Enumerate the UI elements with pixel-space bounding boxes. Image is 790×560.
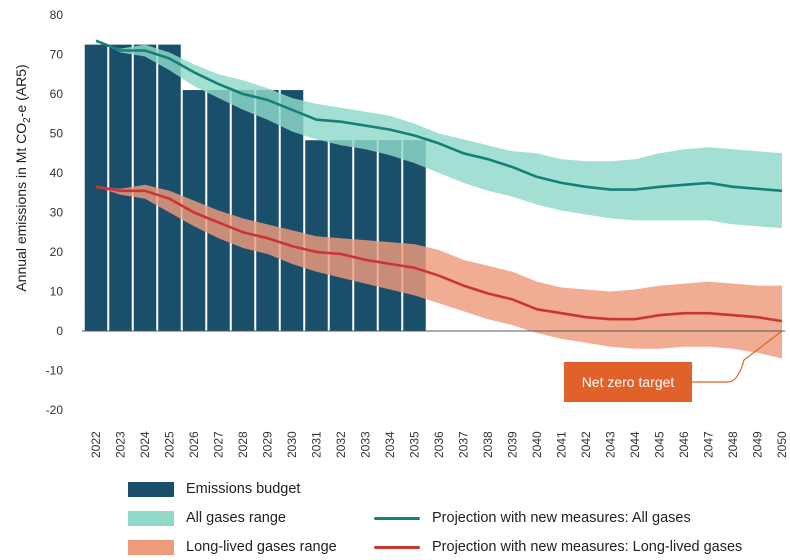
x-tick-label: 2048 xyxy=(726,431,740,458)
x-tick-label: 2023 xyxy=(114,431,128,458)
x-tick-label: 2033 xyxy=(359,431,373,458)
x-tick-label: 2039 xyxy=(506,431,520,458)
x-tick-label: 2038 xyxy=(481,431,495,458)
x-tick-label: 2024 xyxy=(138,431,152,458)
x-tick-label: 2028 xyxy=(236,431,250,458)
y-tick-label: -20 xyxy=(46,403,64,417)
budget-bar xyxy=(231,90,255,331)
x-tick-label: 2034 xyxy=(383,431,397,458)
budget-bar xyxy=(256,90,279,331)
y-tick-label: 80 xyxy=(50,8,64,22)
x-tick-label: 2029 xyxy=(261,431,275,458)
x-tick-label: 2036 xyxy=(432,431,446,458)
x-tick-label: 2031 xyxy=(310,431,324,458)
chart-body xyxy=(82,39,785,359)
y-tick-label: 30 xyxy=(50,206,64,220)
x-tick-label: 2030 xyxy=(285,431,299,458)
x-tick-label: 2026 xyxy=(187,431,201,458)
x-tick-label: 2037 xyxy=(457,431,471,458)
annotation-box xyxy=(564,362,692,402)
y-tick-label: 60 xyxy=(50,87,64,101)
budget-bar xyxy=(354,140,377,331)
annotation-leader-line xyxy=(692,330,783,383)
y-tick-label: 70 xyxy=(50,48,64,62)
x-tick-label: 2046 xyxy=(677,431,691,458)
x-tick-label: 2027 xyxy=(212,431,226,458)
x-tick-label: 2032 xyxy=(334,431,348,458)
x-tick-label: 2047 xyxy=(702,431,716,458)
x-tick-label: 2040 xyxy=(530,431,544,458)
y-tick-label: 10 xyxy=(50,285,64,299)
y-tick-label: -10 xyxy=(46,364,64,378)
y-axis-label: Annual emissions in Mt CO2-e (AR5) xyxy=(13,64,33,291)
x-tick-label: 2042 xyxy=(579,431,593,458)
projection-all-gases-line xyxy=(95,39,783,193)
budget-bar xyxy=(305,140,328,331)
all-gases-range-area xyxy=(96,40,782,229)
y-axis: 80 70 60 50 40 30 20 10 0 -10 -20 xyxy=(46,8,64,417)
x-tick-label: 2022 xyxy=(89,431,103,458)
budget-bar xyxy=(109,44,132,331)
y-tick-label: 0 xyxy=(56,324,63,338)
x-tick-label: 2025 xyxy=(163,431,177,458)
net-zero-annotation: Net zero target xyxy=(564,330,783,402)
y-tick-label: 40 xyxy=(50,166,64,180)
x-tick-label: 2050 xyxy=(775,431,789,458)
x-tick-label: 2043 xyxy=(604,431,618,458)
x-tick-label: 2035 xyxy=(408,431,422,458)
x-tick-label: 2049 xyxy=(751,431,765,458)
projection-long-lived-gases-line xyxy=(95,185,783,323)
x-tick-label: 2045 xyxy=(653,431,667,458)
budget-bar xyxy=(158,44,181,331)
budget-bar xyxy=(280,90,304,331)
budget-bar xyxy=(403,140,426,331)
x-tick-label: 2041 xyxy=(555,431,569,458)
y-tick-label: 50 xyxy=(50,127,64,141)
y-tick-label: 20 xyxy=(50,245,64,259)
long-lived-gases-range-area xyxy=(96,184,782,359)
x-axis: 2022 2023 2024 2025 2026 2027 2028 2029 2030 2031… xyxy=(89,431,789,458)
budget-bar xyxy=(378,140,402,331)
annotation-label: Net zero target xyxy=(582,374,675,390)
budget-bar xyxy=(329,140,353,331)
x-tick-label: 2044 xyxy=(628,431,642,458)
